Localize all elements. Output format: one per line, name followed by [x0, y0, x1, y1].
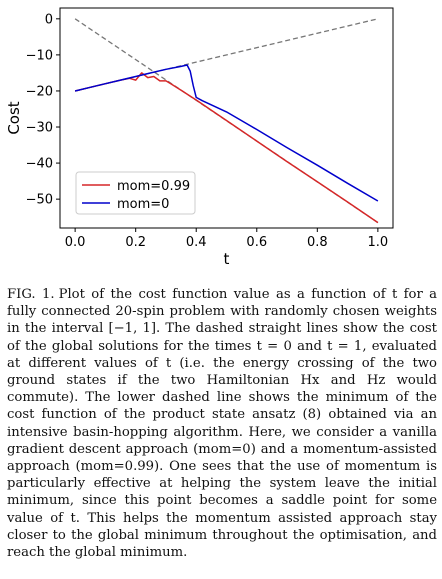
legend: mom=0.99 mom=0 — [75, 171, 196, 215]
figure-caption: FIG. 1. Plot of the cost function value a… — [7, 286, 437, 561]
cost-figure: 0.0 0.2 0.4 0.6 0.8 1.0 0 −10 −20 −30 −40 −50 t Co… — [0, 0, 442, 275]
cost-chart: 0.0 0.2 0.4 0.6 0.8 1.0 0 −10 −20 −30 −40 −50 t Co… — [5, 7, 394, 268]
y-tick-label: −50 — [26, 193, 53, 208]
y-ticks: 0 −10 −20 −30 −40 −50 — [26, 12, 60, 208]
caption-text: Plot of the cost function value as a fun… — [7, 287, 438, 561]
y-tick-label: 0 — [45, 12, 53, 27]
x-tick-label: 0.8 — [307, 235, 328, 250]
y-axis-label: Cost — [5, 101, 23, 134]
x-axis-label: t — [224, 250, 230, 268]
y-tick-label: −40 — [26, 157, 53, 172]
y-tick-label: −20 — [26, 84, 53, 99]
x-tick-label: 1.0 — [368, 235, 389, 250]
caption-label: FIG. 1. — [7, 287, 55, 302]
x-ticks: 0.0 0.2 0.4 0.6 0.8 1.0 — [65, 228, 388, 250]
y-tick-label: −10 — [26, 48, 53, 63]
x-tick-label: 0.4 — [186, 235, 207, 250]
series-line-mom=0 — [74, 64, 379, 202]
legend-label-mom-0: mom=0 — [117, 197, 169, 212]
x-tick-label: 0.2 — [125, 235, 146, 250]
x-tick-label: 0.6 — [246, 235, 267, 250]
legend-label-mom-0.99: mom=0.99 — [117, 179, 190, 194]
x-tick-label: 0.0 — [65, 235, 86, 250]
y-tick-label: −30 — [26, 121, 53, 136]
series-lines — [74, 18, 379, 224]
